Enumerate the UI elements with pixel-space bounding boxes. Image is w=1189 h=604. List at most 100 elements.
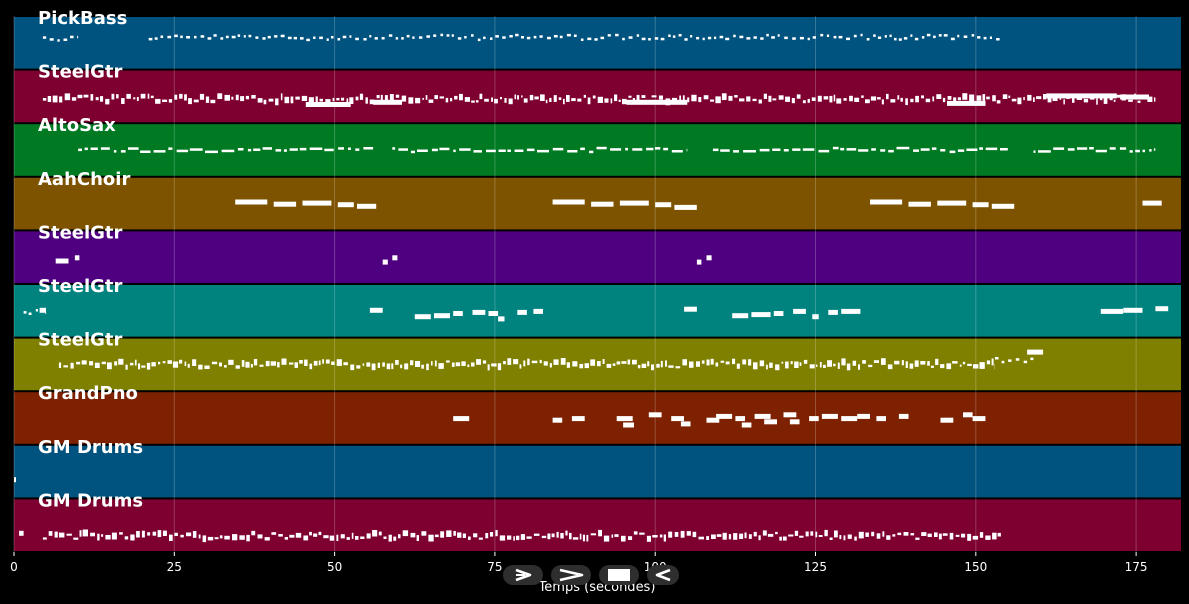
note-block [735, 416, 745, 422]
note [858, 531, 864, 539]
note [684, 38, 688, 41]
note-block [809, 416, 819, 422]
note [287, 36, 292, 40]
note [799, 36, 804, 40]
note [507, 358, 512, 365]
note [319, 36, 323, 40]
note [235, 94, 239, 101]
note [707, 36, 712, 40]
note [188, 98, 192, 105]
note [174, 94, 178, 100]
note-block [571, 416, 585, 422]
note [1017, 97, 1022, 105]
note [433, 34, 437, 37]
note [349, 97, 354, 104]
note [90, 94, 94, 101]
note [516, 535, 520, 541]
note [49, 38, 54, 41]
note [567, 150, 578, 153]
fast-forward-button[interactable] [551, 565, 591, 585]
note [523, 360, 526, 367]
note [940, 364, 945, 369]
note [865, 99, 870, 104]
note [622, 37, 625, 41]
note [829, 95, 833, 103]
note [583, 94, 586, 98]
note [76, 361, 81, 365]
note [628, 536, 633, 540]
note [402, 530, 409, 537]
note-block [841, 308, 861, 314]
note [910, 34, 913, 37]
note [896, 146, 910, 150]
note [818, 535, 823, 537]
note [248, 34, 252, 38]
note [833, 35, 837, 39]
note [762, 530, 767, 536]
note [484, 98, 489, 102]
note [241, 360, 245, 367]
note [531, 360, 538, 364]
note [293, 36, 297, 40]
note [380, 94, 383, 101]
note [136, 531, 140, 538]
note [849, 95, 853, 102]
note [1095, 149, 1107, 153]
note [428, 534, 434, 542]
note [836, 98, 842, 104]
note [440, 33, 444, 37]
rewind-button[interactable] [647, 565, 679, 585]
note [471, 100, 475, 103]
note [412, 36, 415, 39]
note [930, 365, 934, 368]
track-band [14, 285, 1181, 337]
note [1063, 99, 1065, 105]
note [1053, 147, 1065, 150]
note [953, 97, 957, 105]
note-block [453, 311, 463, 316]
note [873, 360, 879, 363]
note [322, 359, 324, 364]
note [141, 530, 145, 538]
note [744, 532, 747, 539]
note [553, 95, 557, 102]
note [674, 532, 679, 537]
note [119, 532, 123, 535]
note [1008, 95, 1011, 98]
note [812, 36, 816, 39]
note [698, 536, 704, 540]
note-block [619, 200, 649, 206]
play-button[interactable] [503, 565, 543, 585]
note [28, 312, 32, 315]
note [785, 361, 789, 369]
note [1137, 100, 1141, 103]
note [239, 535, 245, 540]
note [128, 147, 139, 150]
note [369, 35, 372, 38]
note [913, 149, 919, 152]
stop-button[interactable] [599, 565, 639, 585]
note [202, 535, 207, 543]
note-block [764, 419, 777, 425]
note [533, 533, 540, 536]
note-block [937, 200, 967, 206]
note [1030, 357, 1034, 361]
note [719, 35, 724, 39]
note [84, 147, 88, 151]
note [526, 536, 532, 539]
note [692, 531, 697, 538]
note [920, 148, 930, 151]
note [691, 94, 697, 102]
note [587, 97, 591, 105]
note [534, 96, 539, 100]
note [198, 364, 203, 370]
note [823, 96, 829, 100]
note [77, 94, 83, 99]
note [979, 362, 985, 369]
note [880, 149, 886, 152]
note [833, 94, 836, 102]
note [915, 537, 920, 540]
note [1033, 150, 1036, 153]
note [440, 531, 445, 538]
